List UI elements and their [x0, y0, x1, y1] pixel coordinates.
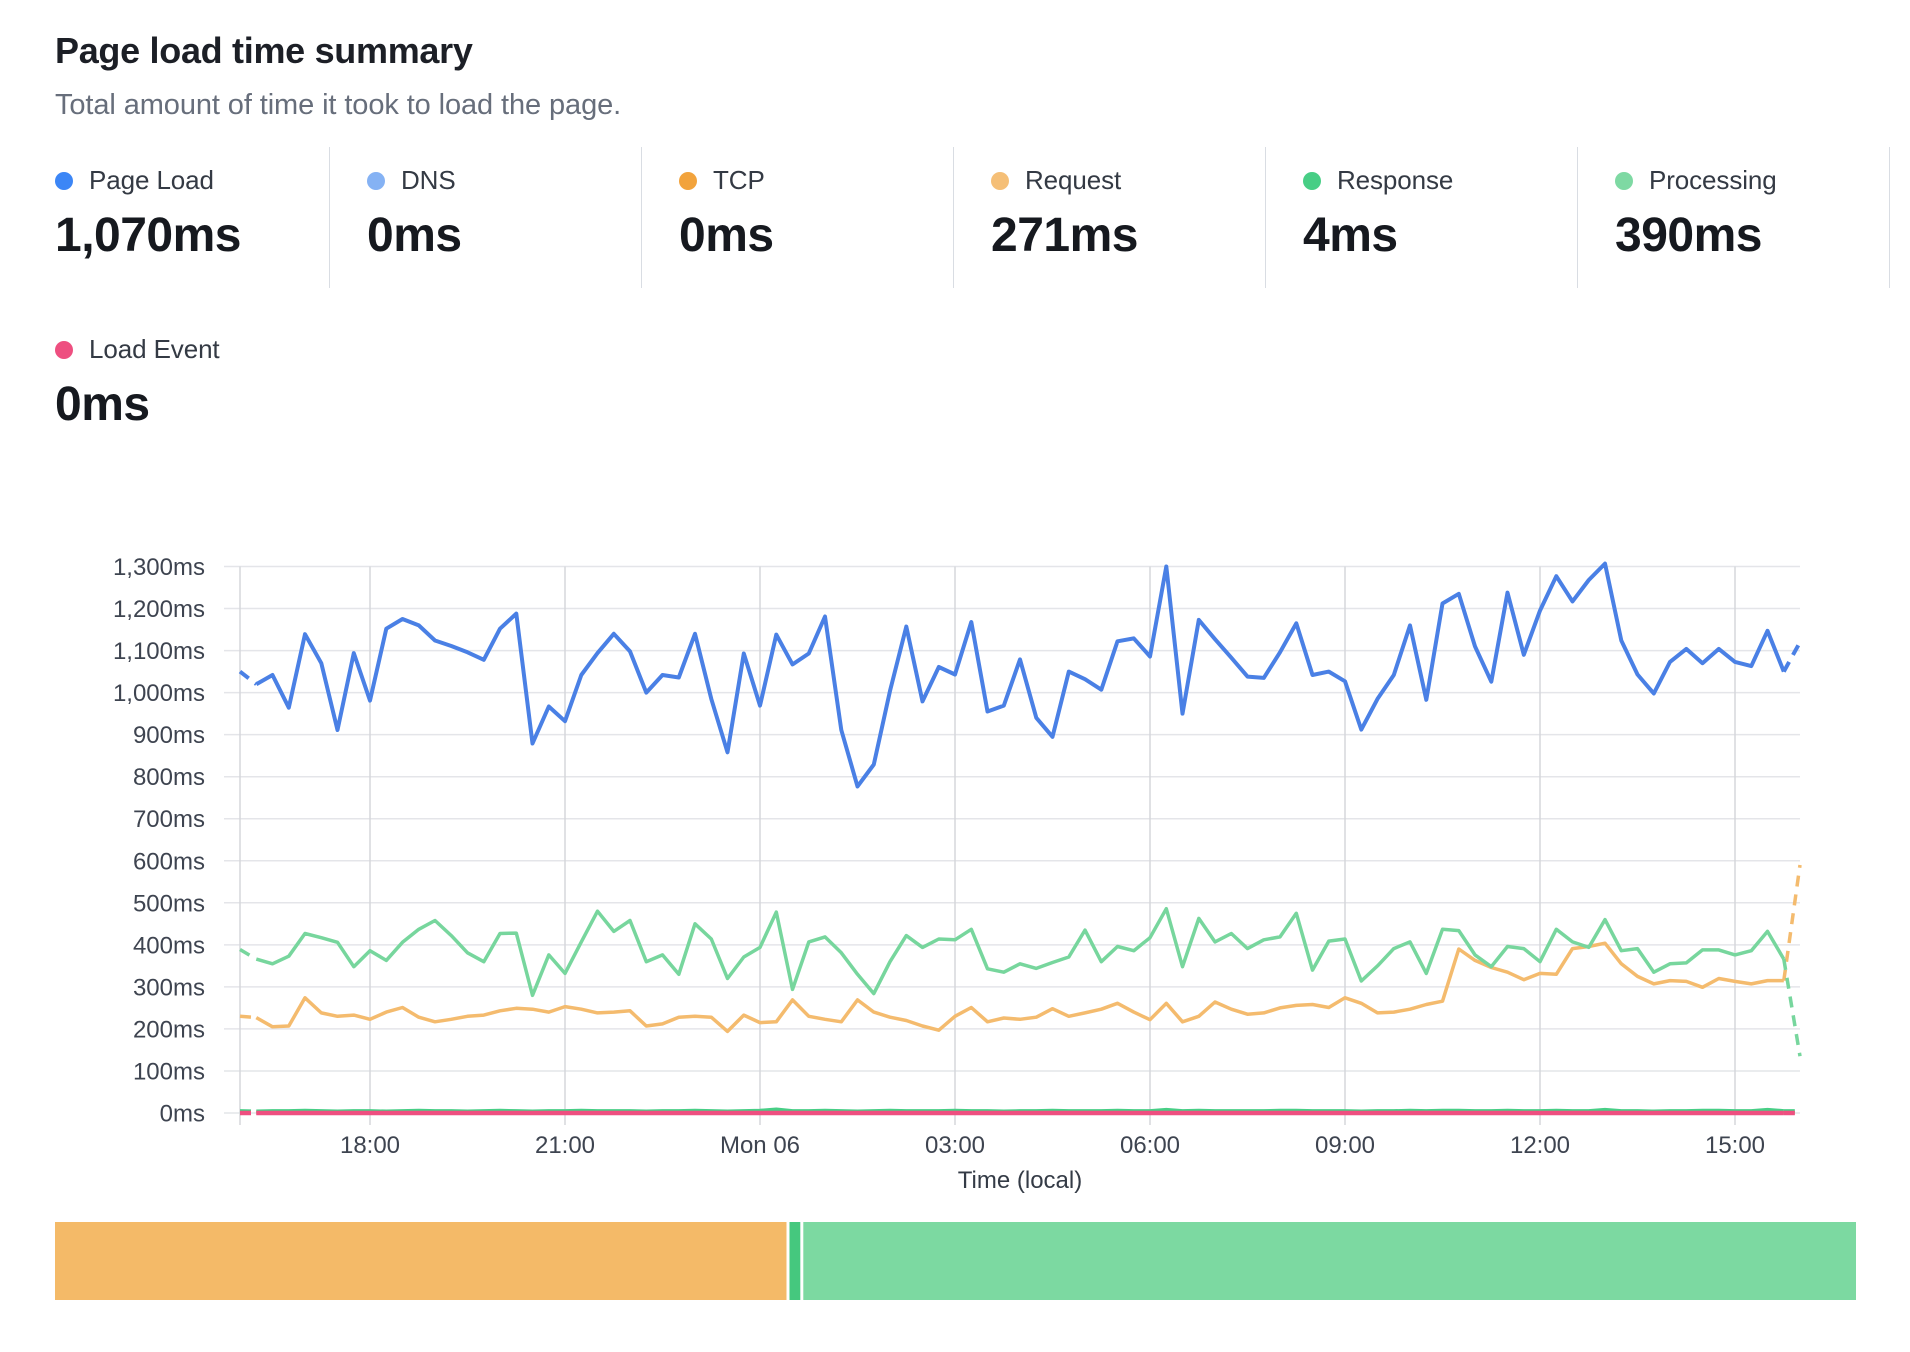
page-load-dot-icon: [55, 171, 73, 190]
metric-summary: Page Load 1,070ms DNS 0ms TCP 0ms Reques…: [55, 147, 1895, 457]
series-line-processing: [255, 906, 1786, 998]
x-axis-tick-label: 18:00: [340, 1132, 400, 1159]
stat-label: Request: [1025, 165, 1122, 195]
y-axis-tick-label: 1,000ms: [113, 680, 205, 707]
y-axis-tick-label: 400ms: [133, 932, 205, 959]
stat-label: Processing: [1649, 165, 1777, 195]
x-axis-tick-label: 12:00: [1510, 1132, 1570, 1159]
stat-value: 0ms: [367, 209, 462, 262]
breakdown-bar-request[interactable]: [55, 1222, 787, 1300]
metric-row-1: Page Load 1,070ms DNS 0ms TCP 0ms Reques…: [55, 147, 1895, 288]
tcp-dot-icon: [679, 171, 697, 190]
y-axis-tick-label: 700ms: [133, 806, 205, 833]
y-axis-tick-label: 300ms: [133, 974, 205, 1001]
x-axis-tick-label: 21:00: [535, 1132, 595, 1159]
y-axis-tick-label: 500ms: [133, 890, 205, 917]
x-axis-tick-label: 15:00: [1705, 1132, 1765, 1159]
stat-response: Response 4ms: [1303, 147, 1578, 288]
x-axis-tick-label: Mon 06: [720, 1132, 800, 1159]
stat-label: TCP: [713, 165, 765, 195]
y-axis-tick-label: 200ms: [133, 1016, 205, 1043]
y-axis-tick-label: 800ms: [133, 764, 205, 791]
stat-label: Response: [1337, 165, 1454, 195]
stat-tcp: TCP 0ms: [679, 147, 954, 288]
stat-value: 390ms: [1615, 209, 1762, 262]
stat-page-load: Page Load 1,070ms: [55, 147, 330, 288]
stat-load-event: Load Event 0ms: [55, 316, 330, 457]
stat-value: 4ms: [1303, 209, 1398, 262]
processing-dot-icon: [1615, 171, 1633, 190]
y-axis-tick-label: 0ms: [160, 1101, 205, 1128]
panel-header: Page load time summary Total amount of t…: [55, 31, 621, 123]
breakdown-bar-response[interactable]: [789, 1222, 801, 1300]
request-dot-icon: [991, 171, 1009, 190]
y-axis-tick-label: 1,300ms: [113, 554, 205, 581]
y-axis-tick-label: 1,200ms: [113, 596, 205, 623]
stat-value: 1,070ms: [55, 209, 242, 262]
metric-row-2: Load Event 0ms: [55, 316, 1895, 457]
response-dot-icon: [1303, 171, 1321, 190]
y-axis-tick-label: 1,100ms: [113, 638, 205, 665]
stat-label: Page Load: [89, 165, 214, 195]
y-axis-tick-label: 600ms: [133, 848, 205, 875]
series-line-processing: [239, 947, 258, 961]
x-axis-tick-label: 09:00: [1315, 1132, 1375, 1159]
stat-dns: DNS 0ms: [367, 147, 642, 288]
stat-request: Request 271ms: [991, 147, 1266, 288]
series-line-page-load: [238, 670, 258, 686]
x-axis-title: Time (local): [958, 1167, 1082, 1194]
y-axis-tick-label: 100ms: [133, 1058, 205, 1085]
stat-label: Load Event: [89, 334, 220, 364]
load-event-dot-icon: [55, 340, 73, 359]
page-subtitle: Total amount of time it took to load the…: [55, 89, 622, 121]
stat-value: 0ms: [55, 378, 150, 431]
series-line-request: [1782, 864, 1802, 981]
stat-processing: Processing 390ms: [1615, 147, 1890, 288]
series-line-processing: [1782, 958, 1802, 1057]
y-axis-tick-label: 900ms: [133, 722, 205, 749]
stat-value: 271ms: [991, 209, 1138, 262]
x-axis-tick-label: 03:00: [925, 1132, 985, 1159]
series-line-request: [255, 941, 1784, 1034]
series-line-page-load: [255, 561, 1786, 789]
dns-dot-icon: [367, 171, 385, 190]
series-line-request: [239, 1014, 257, 1020]
series-line-page-load: [1782, 641, 1802, 673]
x-axis-tick-label: 06:00: [1120, 1132, 1180, 1159]
stat-value: 0ms: [679, 209, 774, 262]
page-title: Page load time summary: [55, 30, 473, 71]
breakdown-bar-processing[interactable]: [803, 1222, 1856, 1300]
stat-label: DNS: [401, 165, 456, 195]
